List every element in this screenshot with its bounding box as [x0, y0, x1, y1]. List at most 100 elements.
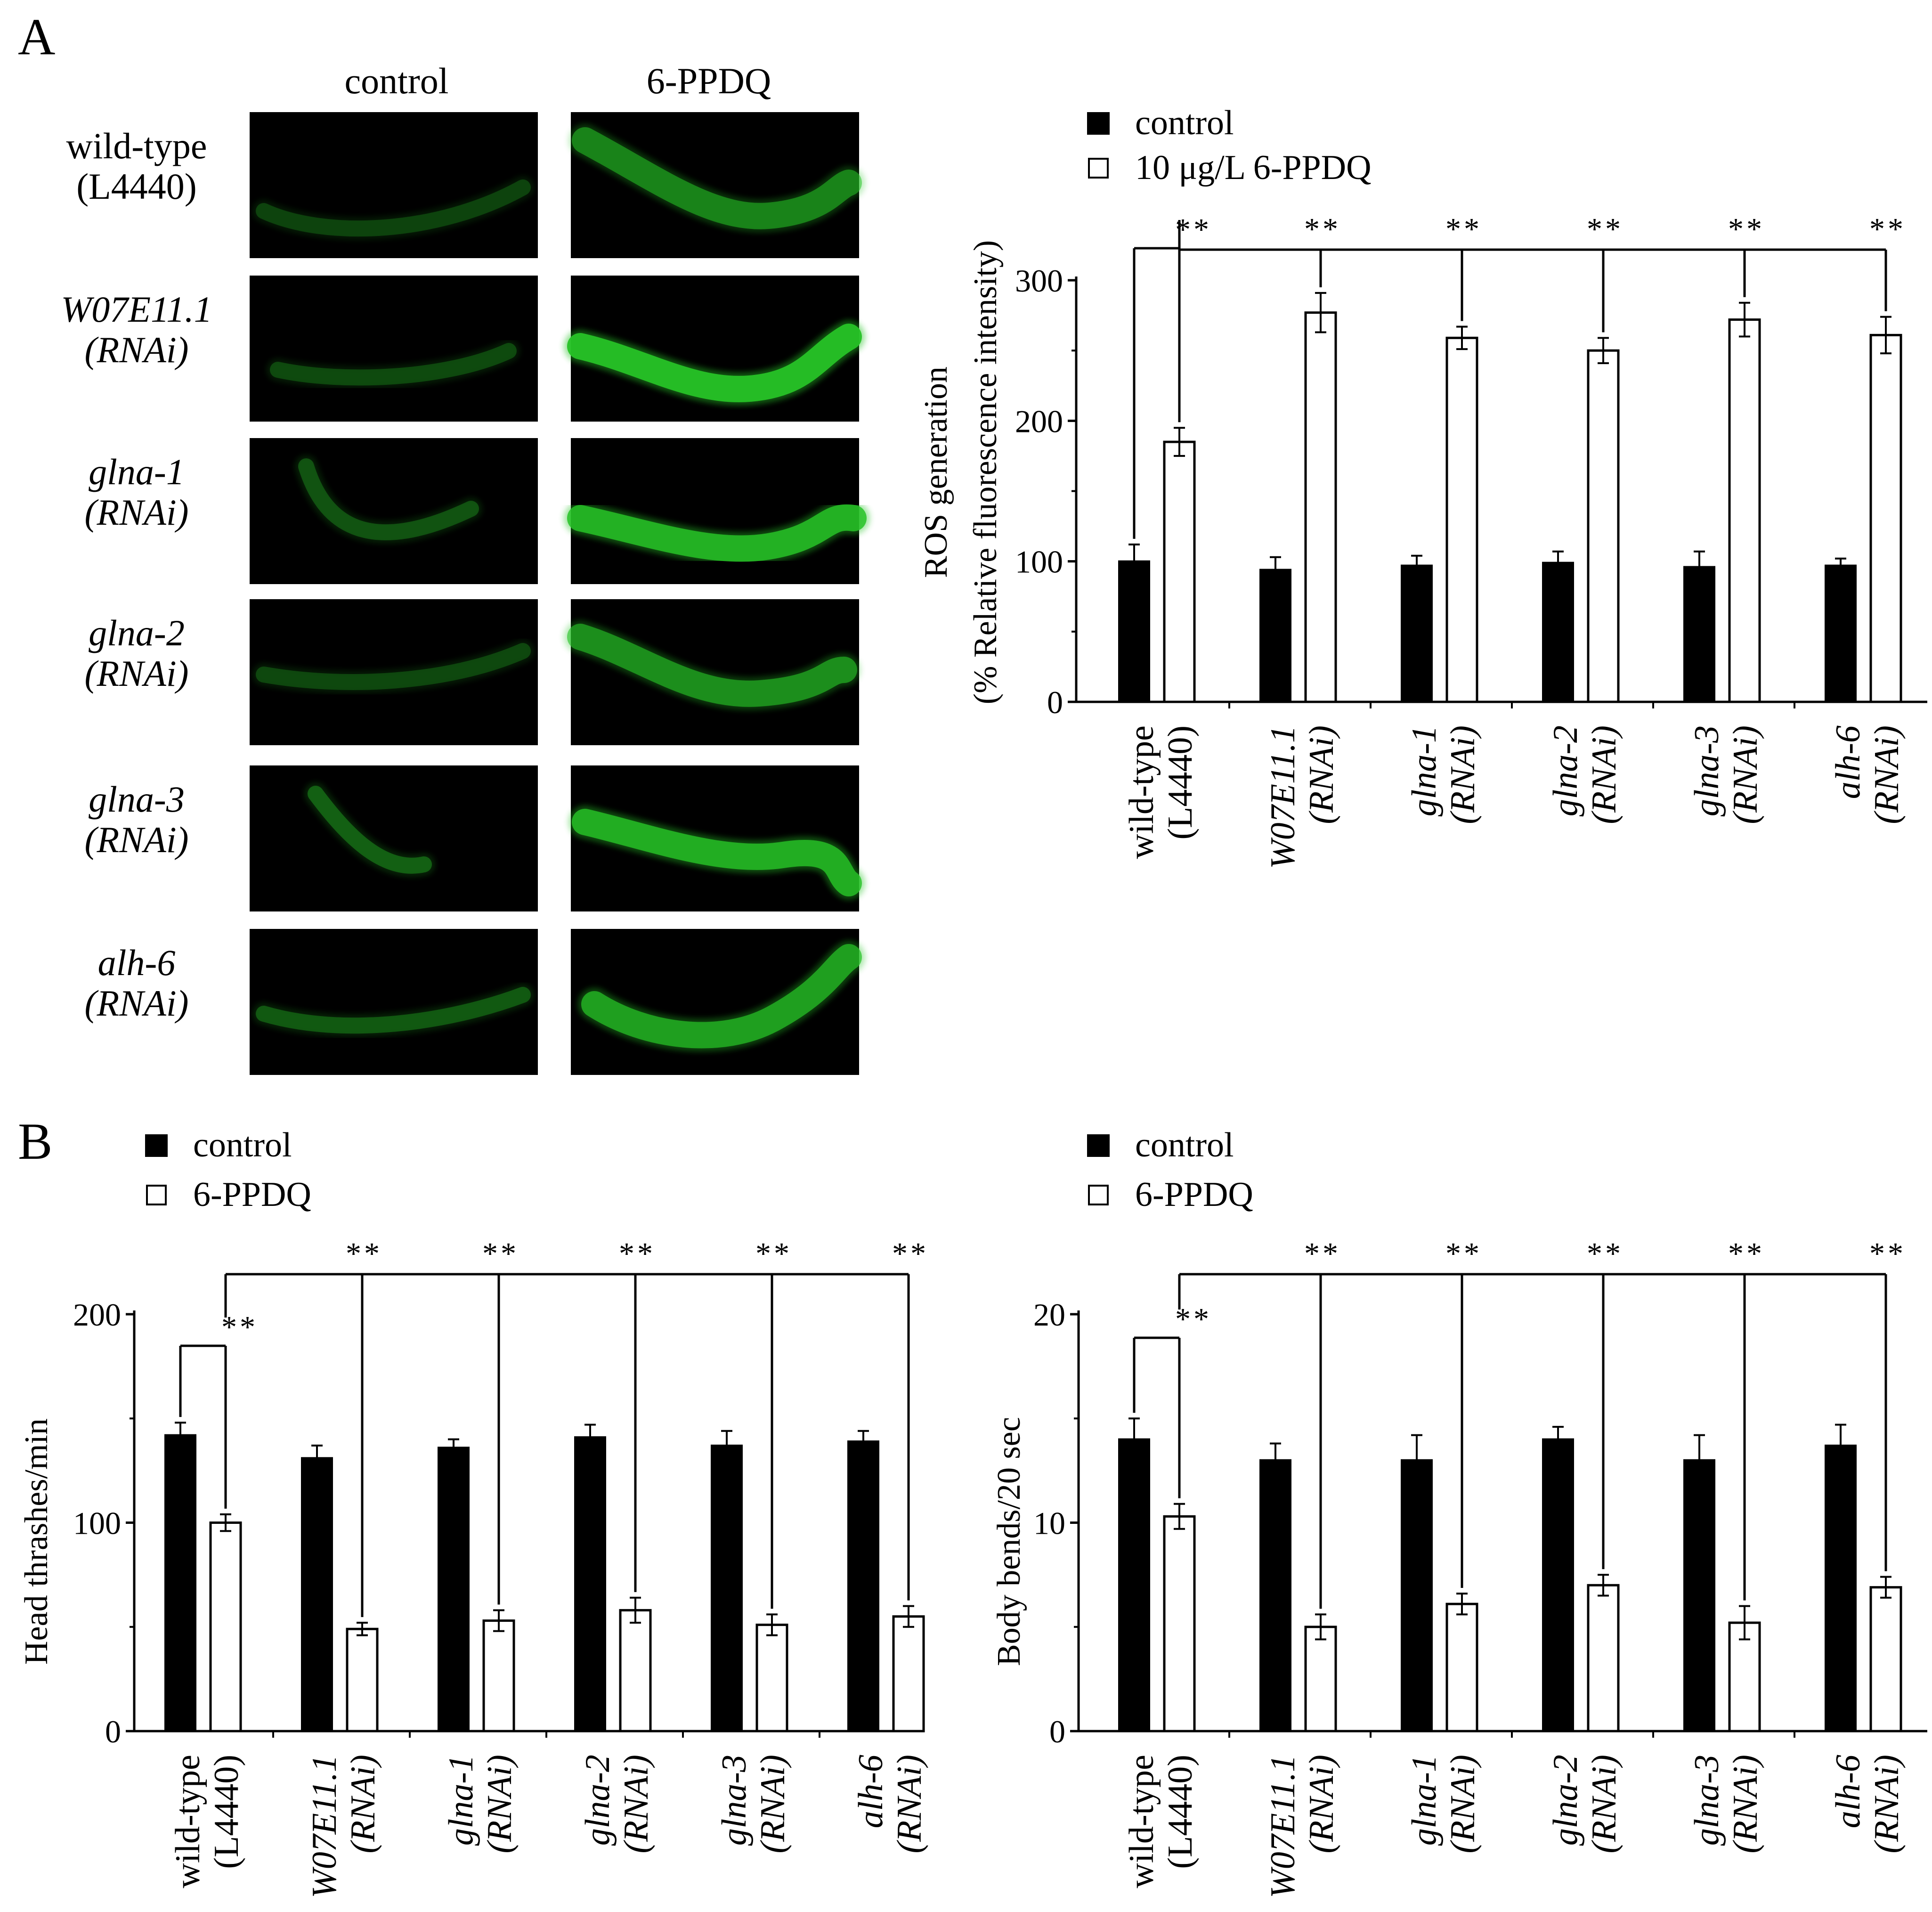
x-tick-label: glna-1 — [1405, 725, 1444, 816]
x-tick-label: (RNAi) — [1444, 725, 1482, 824]
legend-label: control — [1135, 1126, 1234, 1164]
worm — [564, 501, 870, 565]
x-tick-label: (RNAi) — [1585, 725, 1624, 824]
image-row-label: (RNAi) — [85, 492, 189, 533]
worm-glow — [252, 176, 534, 240]
worm-body — [572, 127, 862, 229]
bar-control — [711, 1444, 743, 1732]
bar-control — [1542, 561, 1574, 703]
worm-body — [567, 624, 857, 707]
bar-treated — [1163, 1515, 1196, 1733]
worm — [564, 620, 860, 710]
legend-swatch-control — [1087, 1134, 1110, 1157]
x-tick-label: glna-2 — [1546, 1755, 1585, 1846]
y-axis-label: Head thrashes/min — [18, 1418, 55, 1665]
bar-treated — [1869, 334, 1902, 703]
ros-chart: 0 100 200 300 ROS generation (% Relative fluo… — [918, 104, 1927, 869]
image-row-label: glna-3 — [89, 779, 185, 820]
bar-treated — [1445, 336, 1478, 703]
significance-marker: ** — [346, 1237, 382, 1271]
bar-treated — [755, 1623, 788, 1733]
x-tick-label: wild-type — [169, 1755, 207, 1888]
bar-treated — [1163, 440, 1196, 703]
significance-marker: ** — [1304, 1237, 1341, 1271]
significance-marker: ** — [1445, 1237, 1482, 1271]
worm — [568, 805, 865, 900]
image-row-label: alh-6 — [98, 942, 176, 983]
x-tick-label: (RNAi) — [1302, 725, 1341, 824]
worm-body — [308, 786, 432, 874]
bar-treated — [1587, 349, 1620, 703]
significance-marker: ** — [1728, 1237, 1765, 1271]
significance-marker: ** — [1175, 1302, 1212, 1336]
bar-control — [1683, 1459, 1715, 1732]
image-column-header-treated: 6-PPDQ — [647, 60, 771, 101]
y-tick-label: 300 — [1015, 263, 1063, 299]
worm — [252, 176, 534, 240]
significance-marker: ** — [892, 1237, 929, 1271]
worm-body — [256, 987, 531, 1034]
x-tick-label: wild-type — [1122, 1755, 1161, 1888]
significance-marker: ** — [1587, 212, 1624, 246]
y-axis-label: (% Relative fluorescence intensity) — [967, 240, 1004, 704]
legend-label: control — [1135, 104, 1234, 142]
x-tick-label: glna-2 — [1546, 725, 1585, 816]
bar-treated — [892, 1615, 925, 1733]
bar-treated — [1728, 1621, 1761, 1733]
x-tick-label: W07E11.1 — [305, 1755, 344, 1898]
significance-marker: ** — [1587, 1237, 1624, 1271]
legend-label: control — [193, 1126, 292, 1164]
x-tick-label: glna-2 — [578, 1755, 617, 1846]
x-tick-label: (RNAi) — [1726, 725, 1765, 824]
bar-control — [574, 1436, 606, 1732]
bar-treated — [1304, 311, 1337, 703]
bar-control — [1401, 1459, 1433, 1732]
y-tick-label: 100 — [73, 1505, 121, 1541]
x-tick-label: (RNAi) — [1444, 1755, 1482, 1854]
bar-treated — [1587, 1584, 1620, 1733]
panel-b-letter: B — [18, 1113, 52, 1170]
bar-treated — [1304, 1626, 1337, 1733]
bar-treated — [1445, 1603, 1478, 1733]
body-bend-chart: 0 10 20 Body bends/20 sec control 6-PPDQ wild-… — [991, 1126, 1927, 1898]
legend-label: 10 μg/L 6-PPDQ — [1135, 148, 1372, 187]
bar-control — [1542, 1438, 1574, 1732]
legend-swatch-control — [145, 1134, 168, 1157]
bar-control — [1683, 566, 1715, 703]
x-tick-label: (RNAi) — [344, 1755, 382, 1854]
worm-body — [567, 504, 867, 562]
significance-marker: ** — [1728, 212, 1765, 246]
bar-control — [301, 1457, 333, 1732]
y-tick-label: 20 — [1033, 1297, 1065, 1333]
y-tick-label: 100 — [1015, 544, 1063, 580]
x-tick-label: (L4440) — [1161, 725, 1200, 840]
bar-control — [438, 1447, 470, 1732]
worm — [295, 455, 482, 544]
bar-treated — [1869, 1586, 1902, 1733]
x-tick-label: (RNAi) — [754, 1755, 792, 1854]
bar-control — [1259, 569, 1291, 703]
worm — [568, 124, 865, 233]
worm — [304, 782, 435, 877]
worm — [252, 984, 534, 1037]
significance-marker: ** — [221, 1310, 258, 1344]
panel-a-letter: A — [18, 8, 55, 65]
image-row-label: (RNAi) — [85, 329, 189, 370]
y-tick-label: 200 — [1015, 403, 1063, 439]
control-micrograph — [250, 438, 538, 584]
y-tick-label: 0 — [1047, 684, 1063, 720]
x-tick-label: alh-6 — [1829, 1755, 1867, 1828]
worm-glow — [252, 640, 534, 693]
x-tick-label: wild-type — [1122, 725, 1161, 859]
bar-treated — [1728, 318, 1761, 703]
legend-label: 6-PPDQ — [1135, 1175, 1253, 1214]
legend-swatch-treated — [1088, 158, 1109, 179]
x-tick-label: (RNAi) — [1302, 1755, 1341, 1854]
y-tick-label: 10 — [1033, 1505, 1065, 1541]
x-tick-label: (RNAi) — [890, 1755, 929, 1854]
x-tick-label: (RNAi) — [1585, 1755, 1624, 1854]
significance-marker: ** — [1175, 212, 1212, 247]
x-tick-label: alh-6 — [1829, 725, 1867, 799]
worm-glow — [267, 340, 520, 389]
worm — [267, 340, 520, 389]
